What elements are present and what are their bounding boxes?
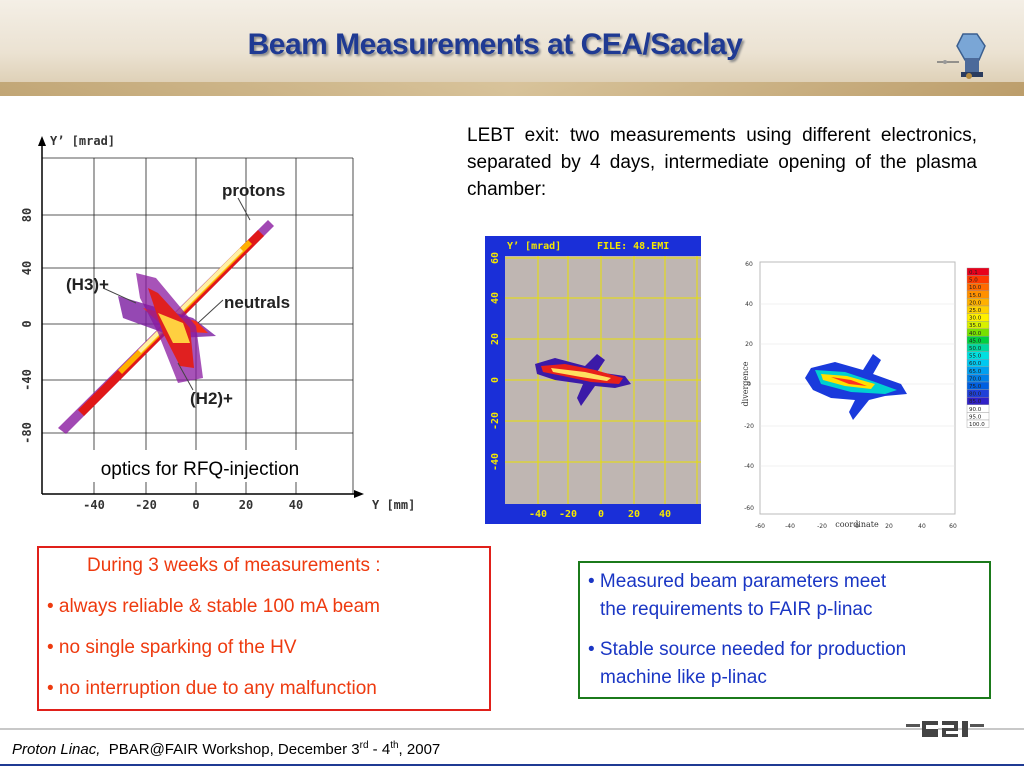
legend-label: 70.0 — [969, 376, 982, 382]
accelerator-logo-icon — [937, 33, 986, 79]
footer-bottom-rule — [0, 764, 1024, 766]
requirements-item-line: • Measured beam parameters meet — [588, 571, 887, 592]
right-x-tick: 60 — [949, 523, 957, 530]
measurement-summary-item: • always reliable & stable 100 mA beam — [47, 596, 380, 617]
left-x-tick: 40 — [289, 498, 303, 512]
footer-event: PBAR@FAIR Workshop, December 3 — [108, 741, 360, 758]
right-plot-y-axis-label: divergence — [741, 361, 750, 406]
left-y-tick: 40 — [20, 261, 34, 275]
legend-label: 75.0 — [969, 384, 982, 390]
legend-label: 100.0 — [969, 422, 985, 428]
right-y-tick: 40 — [745, 301, 753, 308]
right-beam-distribution — [805, 354, 907, 420]
h3-label: (H3)+ — [66, 275, 109, 294]
right-x-tick: -40 — [785, 523, 795, 530]
middle-x-tick: -40 — [529, 509, 547, 520]
middle-emittance-plot: Y’ [mrad] FILE: 48.EMI 60 40 20 0 -20 -4… — [485, 236, 701, 524]
legend-label: 35.0 — [969, 323, 982, 329]
left-plot-caption: optics for RFQ-injection — [101, 459, 300, 480]
right-plot-legend: 0.1 5.010.0 15.020.0 25.0 30.035.0 40.045.0 50… — [966, 267, 990, 428]
middle-y-tick: 20 — [490, 333, 501, 345]
middle-x-tick: 0 — [598, 509, 604, 520]
right-y-tick: -40 — [744, 463, 754, 470]
left-emittance-plot: Y’ [mrad] Y [mm] 80 40 0 -40 -80 -40 -20… — [20, 134, 415, 512]
middle-x-tick: -20 — [559, 509, 577, 520]
left-x-tick: 0 — [192, 498, 199, 512]
right-x-tick: 20 — [885, 523, 893, 530]
legend-label: 85.0 — [969, 399, 982, 405]
measurement-summary-item: • no interruption due to any malfunction — [47, 678, 377, 699]
right-y-tick: 0 — [747, 381, 751, 388]
middle-y-tick: 0 — [490, 377, 501, 383]
middle-plot-y-axis-label: Y’ [mrad] — [507, 241, 561, 252]
left-y-tick: 0 — [20, 320, 34, 327]
footer-event: , 2007 — [398, 741, 441, 758]
legend-swatch — [966, 419, 990, 428]
footer-sup: th — [390, 740, 399, 751]
footer-text: Proton Linac, PBAR@FAIR Workshop, Decemb… — [12, 740, 440, 758]
legend-label: 55.0 — [969, 354, 982, 360]
middle-y-tick: 40 — [490, 292, 501, 304]
legend-label: 60.0 — [969, 361, 982, 367]
legend-label: 25.0 — [969, 308, 982, 314]
left-y-tick: 80 — [20, 208, 34, 222]
middle-y-tick: -20 — [490, 412, 501, 430]
legend-label: 40.0 — [969, 331, 982, 337]
legend-label: 45.0 — [969, 338, 982, 344]
left-plot-x-axis-label: Y [mm] — [372, 498, 415, 512]
lebt-description: LEBT exit: two measurements using differ… — [467, 125, 977, 200]
neutrals-label: neutrals — [224, 293, 290, 312]
middle-x-tick: 20 — [628, 509, 640, 520]
right-x-tick: 40 — [918, 523, 926, 530]
legend-label: 90.0 — [969, 407, 982, 413]
left-x-tick: -40 — [83, 498, 105, 512]
right-y-tick: -60 — [744, 505, 754, 512]
gsi-logo — [906, 721, 984, 737]
right-y-tick: 60 — [745, 261, 753, 268]
middle-beam-distribution — [535, 354, 631, 406]
middle-y-tick: -40 — [490, 453, 501, 471]
legend-label: 80.0 — [969, 392, 982, 398]
legend-label: 50.0 — [969, 346, 982, 352]
legend-label: 5.0 — [969, 278, 978, 284]
header-band — [0, 0, 1024, 96]
h2-label: (H2)+ — [190, 389, 233, 408]
left-x-tick: -20 — [135, 498, 157, 512]
footer-rule — [0, 728, 1024, 730]
legend-label: 20.0 — [969, 300, 982, 306]
legend-label: 30.0 — [969, 316, 982, 322]
measurement-summary-box: During 3 weeks of measurements : • alway… — [37, 546, 491, 711]
left-beam-distribution — [58, 220, 274, 434]
left-y-tick: -80 — [20, 422, 34, 444]
requirements-item-line: the requirements to FAIR p-linac — [600, 599, 873, 620]
legend-label: 65.0 — [969, 369, 982, 375]
middle-x-tick: 40 — [659, 509, 671, 520]
right-emittance-plot: 60 40 20 0 -20 -40 -60 divergence -60 -4… — [741, 261, 990, 530]
measurement-summary-header: During 3 weeks of measurements : — [87, 555, 381, 576]
measurement-summary-item: • no single sparking of the HV — [47, 637, 297, 658]
legend-label: 10.0 — [969, 285, 982, 291]
legend-label: 0.1 — [969, 270, 978, 276]
right-x-tick: -60 — [755, 523, 765, 530]
footer-sup: rd — [359, 740, 369, 751]
middle-y-tick: 60 — [490, 252, 501, 264]
left-x-tick: 20 — [239, 498, 253, 512]
requirements-item-line: • Stable source needed for production — [588, 639, 907, 660]
footer-italic: Proton Linac, — [12, 741, 101, 758]
right-plot-x-axis-label: coordinate — [835, 520, 879, 529]
footer-event: - 4 — [368, 741, 391, 758]
requirements-box: • Measured beam parameters meet the requ… — [578, 561, 991, 699]
right-x-tick: 0 — [855, 523, 859, 530]
right-y-tick: 20 — [745, 341, 753, 348]
right-y-tick: -20 — [744, 423, 754, 430]
left-y-tick: -40 — [20, 369, 34, 391]
right-x-tick: -20 — [817, 523, 827, 530]
left-plot-y-axis-label: Y’ [mrad] — [50, 134, 115, 148]
requirements-item-line: machine like p-linac — [600, 667, 767, 688]
protons-label: protons — [222, 181, 285, 200]
middle-plot-file-label: FILE: 48.EMI — [597, 241, 669, 252]
legend-label: 15.0 — [969, 293, 982, 299]
legend-label: 95.0 — [969, 414, 982, 420]
slide-title: Beam Measurements at CEA/Saclay — [247, 28, 743, 61]
